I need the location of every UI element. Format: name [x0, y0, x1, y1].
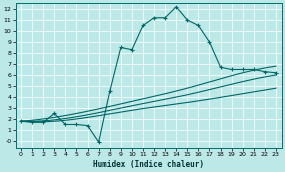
X-axis label: Humidex (Indice chaleur): Humidex (Indice chaleur) — [93, 159, 204, 169]
